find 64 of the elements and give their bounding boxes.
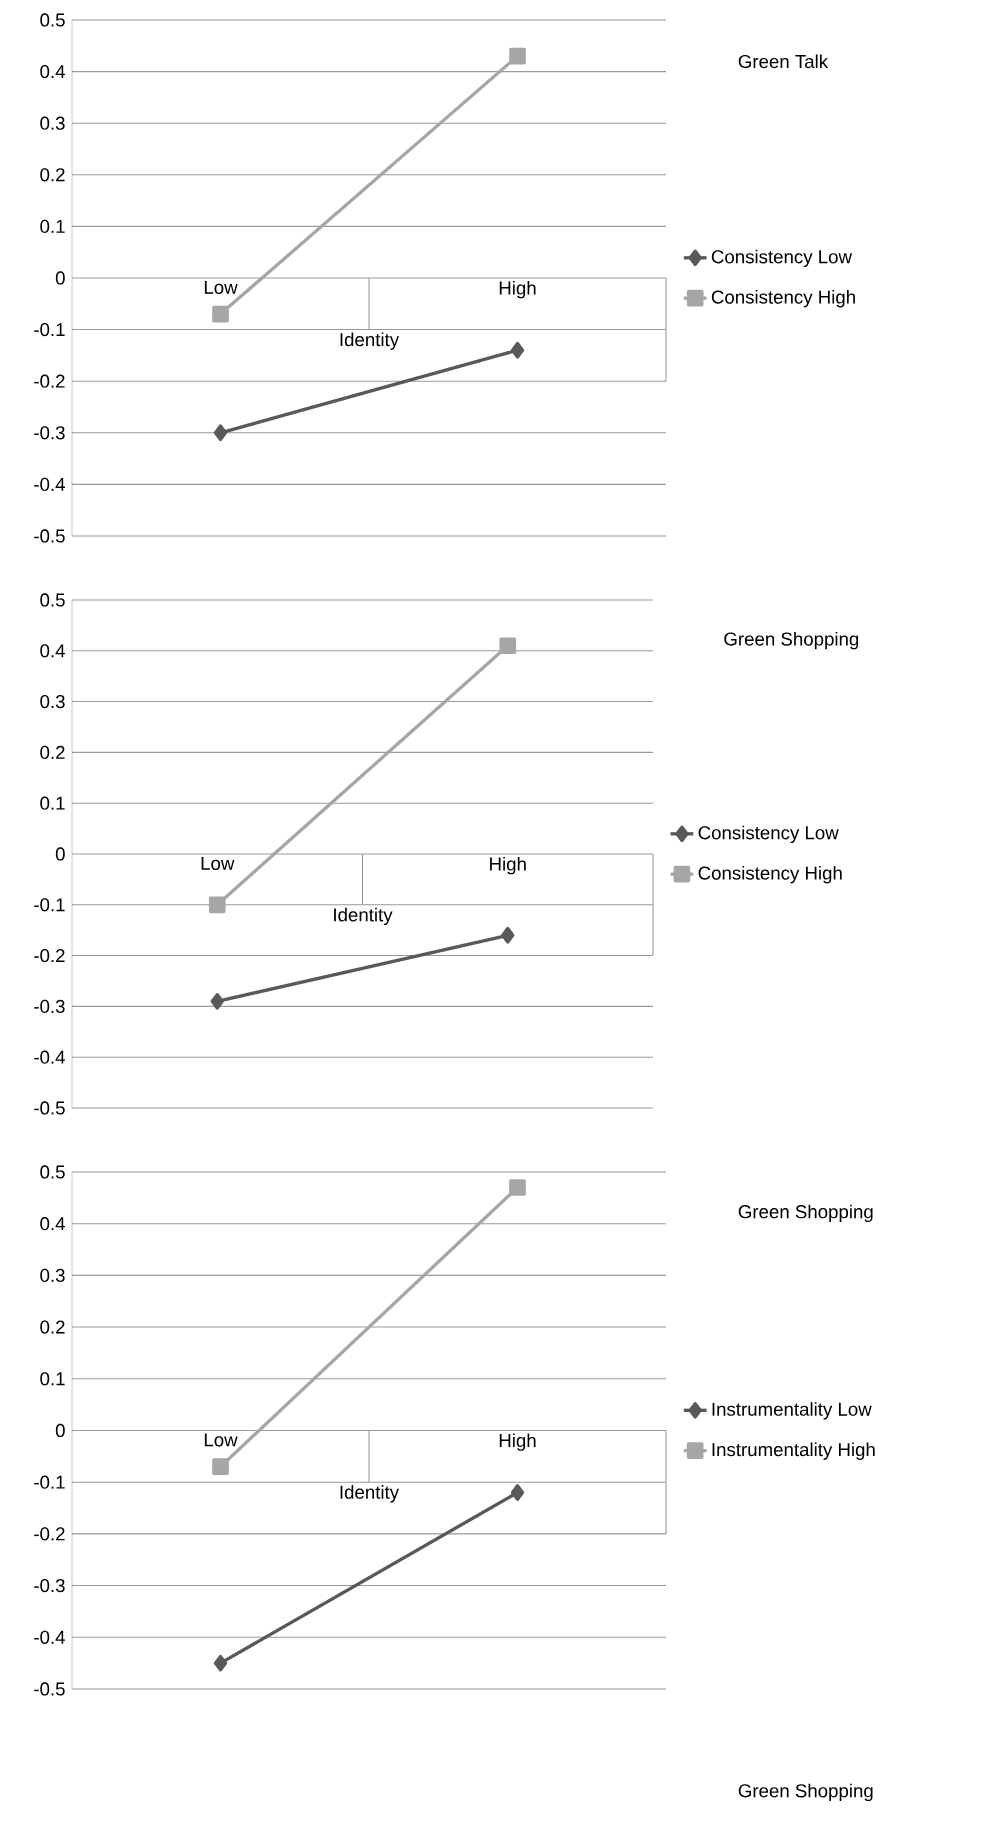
legend-label: Consistency High [698, 865, 842, 884]
point [510, 1484, 525, 1501]
y-tick-label: 0.4 [40, 1217, 65, 1231]
point [501, 926, 515, 944]
y-tick-label: -0.4 [34, 1630, 65, 1644]
x-axis-title: Identity [334, 907, 393, 926]
y-tick-label: 0.3 [40, 1268, 65, 1282]
point [510, 341, 525, 359]
point [499, 637, 517, 655]
text: Green Talk [738, 54, 829, 69]
y-tick-label: 0.5 [40, 13, 65, 27]
point [213, 424, 228, 442]
x-tick-label: Low [201, 856, 235, 870]
y-tick-label: 0.3 [40, 116, 65, 130]
y-tick-label: 0.1 [40, 1372, 65, 1386]
legend-label: Instrumentality High [712, 1442, 875, 1460]
y-tick-label: -0.5 [34, 1682, 65, 1696]
point [210, 992, 224, 1010]
point [213, 1654, 228, 1672]
point [212, 305, 229, 323]
y-tick-label: 0.2 [40, 1320, 65, 1334]
x-tick-label: High [499, 280, 536, 299]
y-tick-label: 0 [55, 1423, 65, 1438]
y-tick-label: -0.5 [34, 1101, 65, 1115]
text: Green Shopping [738, 1204, 873, 1223]
y-tick-label: -0.2 [34, 1527, 65, 1541]
y-tick-label: -0.5 [34, 529, 65, 543]
y-tick-label: -0.4 [34, 477, 65, 491]
y-tick-label: -0.3 [34, 1578, 65, 1593]
x-tick-label: Low [204, 280, 238, 294]
point [509, 47, 526, 65]
y-tick-label: 0 [55, 847, 65, 861]
text: Green Shopping [724, 631, 859, 650]
y-tick-label: 0.4 [40, 644, 65, 658]
y-tick-label: 0 [55, 271, 65, 285]
y-tick-label: -0.3 [34, 999, 65, 1013]
x-axis-title: Identity [340, 332, 400, 350]
y-tick-label: -0.2 [34, 948, 65, 963]
y-tick-label: -0.1 [34, 1475, 65, 1489]
x-axis-title: Identity [340, 1485, 400, 1503]
x-tick-label: High [490, 856, 526, 875]
y-tick-label: 0.1 [40, 219, 65, 234]
y-tick-label: 0.5 [40, 1165, 65, 1179]
x-tick-label: High [499, 1433, 536, 1451]
y-tick-label: 0.2 [40, 168, 65, 182]
x-tick-label: Low [204, 1433, 238, 1447]
y-tick-label: 0.5 [40, 593, 65, 607]
y-tick-label: -0.1 [34, 322, 65, 337]
y-tick-label: 0.1 [40, 796, 65, 810]
point [212, 1458, 229, 1476]
legend-label: Consistency Low [698, 825, 839, 844]
legend-label: Consistency High [711, 289, 855, 308]
legend-label: Instrumentality Low [712, 1402, 872, 1420]
y-tick-label: 0.2 [40, 745, 65, 759]
y-tick-label: -0.3 [34, 426, 65, 440]
y-tick-label: -0.1 [34, 898, 65, 912]
y-tick-label: 0.4 [40, 64, 65, 79]
y-tick-label: -0.2 [34, 374, 65, 388]
legend-label: Consistency Low [711, 249, 853, 268]
y-tick-label: -0.4 [34, 1050, 65, 1064]
y-tick-label: 0.3 [40, 694, 65, 709]
point [509, 1179, 526, 1196]
point [208, 896, 226, 914]
text: Green Shopping [738, 1783, 873, 1802]
